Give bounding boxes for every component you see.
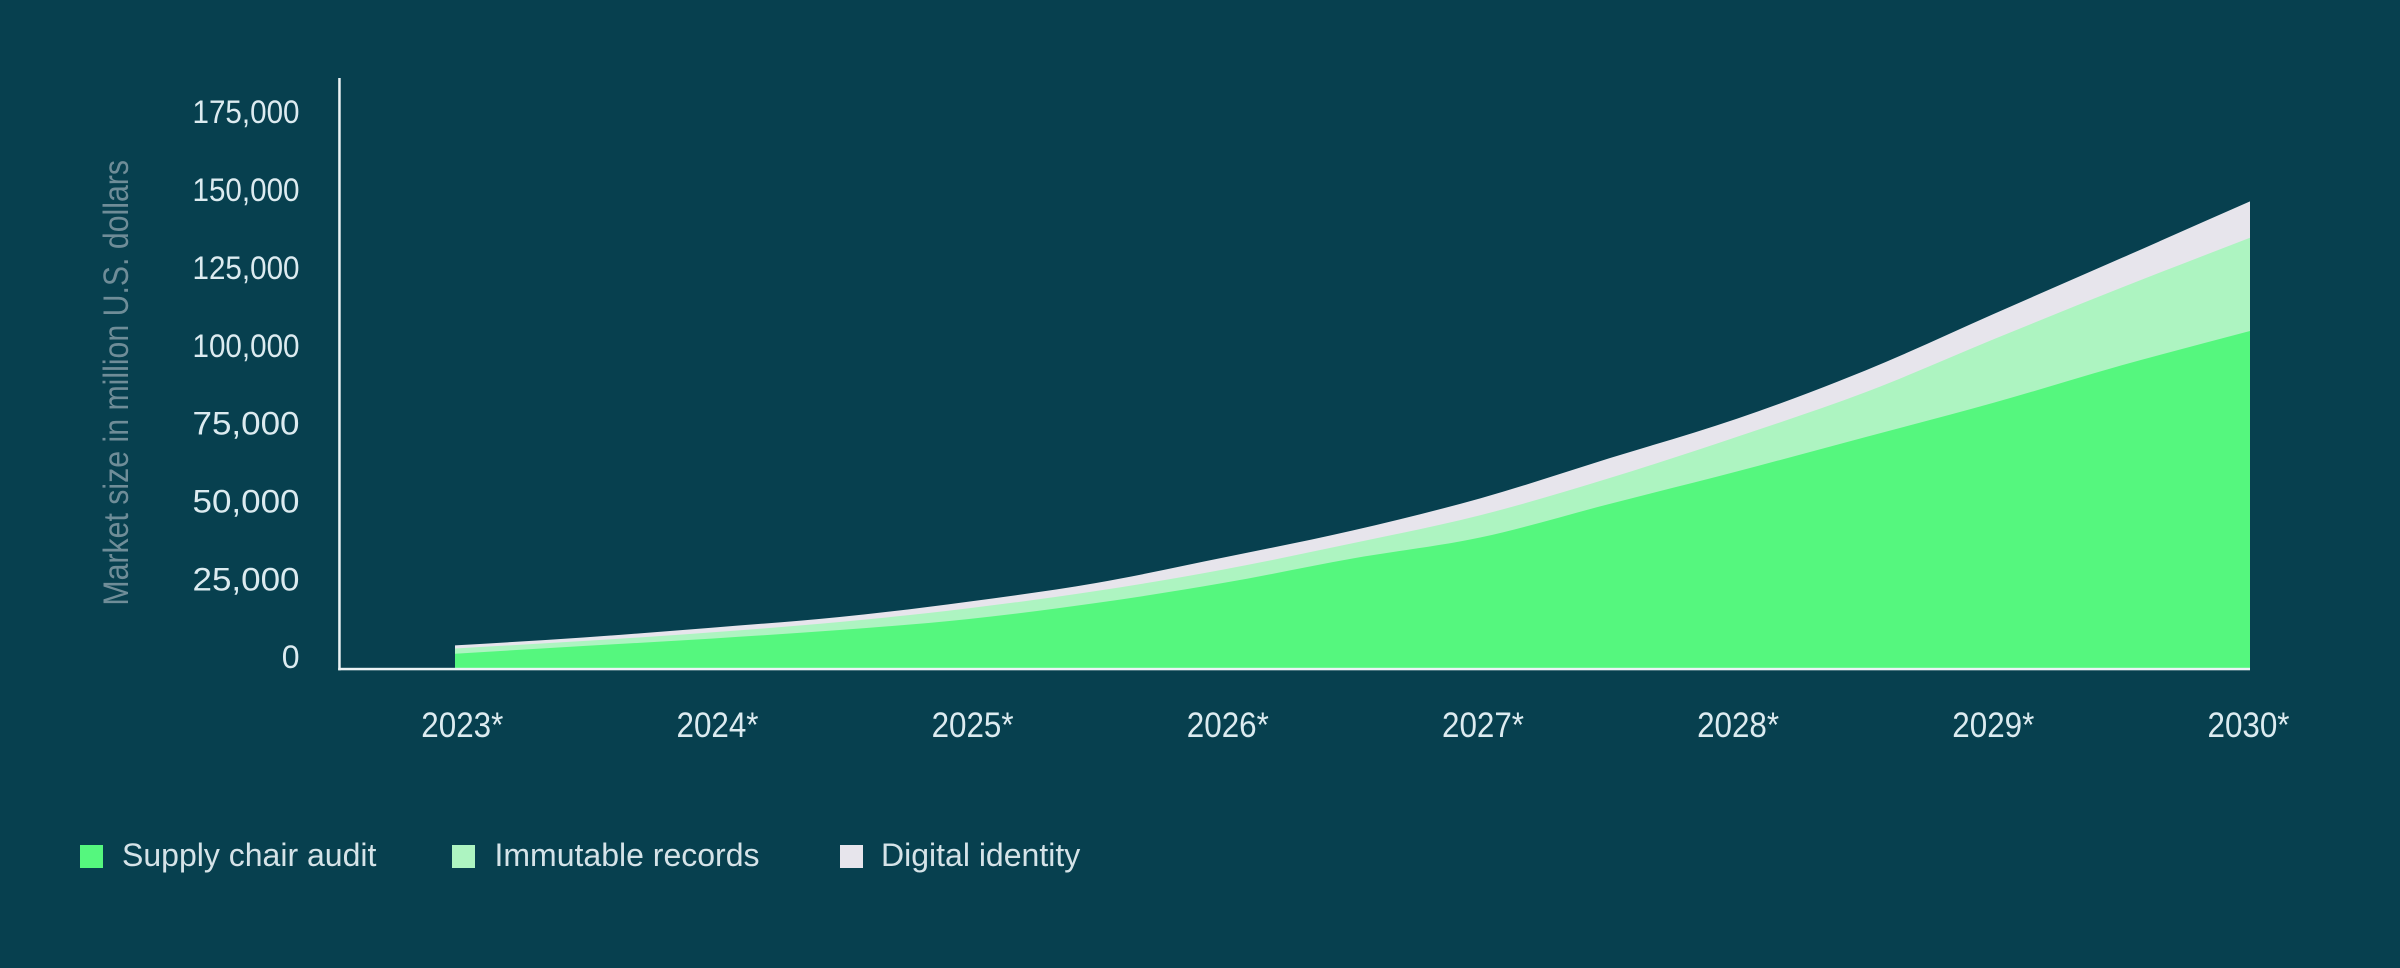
svg-text:125,000: 125,000 xyxy=(193,250,300,286)
svg-text:50,000: 50,000 xyxy=(193,484,300,520)
svg-text:150,000: 150,000 xyxy=(193,172,300,208)
svg-text:2026*: 2026* xyxy=(1187,706,1269,745)
svg-text:25,000: 25,000 xyxy=(193,561,300,597)
svg-text:2025*: 2025* xyxy=(932,706,1014,745)
svg-text:Supply chair audit: Supply chair audit xyxy=(122,837,376,873)
svg-text:Immutable records: Immutable records xyxy=(495,837,760,873)
svg-text:2028*: 2028* xyxy=(1697,706,1779,745)
svg-text:2029*: 2029* xyxy=(1952,706,2034,745)
svg-text:Digital identity: Digital identity xyxy=(881,837,1080,873)
svg-text:2023*: 2023* xyxy=(421,706,503,745)
svg-text:2027*: 2027* xyxy=(1442,706,1524,745)
svg-text:0: 0 xyxy=(282,639,300,675)
svg-text:175,000: 175,000 xyxy=(193,94,300,130)
svg-text:2024*: 2024* xyxy=(677,706,759,745)
svg-text:2030*: 2030* xyxy=(2208,706,2290,745)
svg-text:100,000: 100,000 xyxy=(193,328,300,364)
svg-text:75,000: 75,000 xyxy=(193,406,300,442)
svg-text:Market size in million U.S. do: Market size in million U.S. dollars xyxy=(97,160,136,606)
